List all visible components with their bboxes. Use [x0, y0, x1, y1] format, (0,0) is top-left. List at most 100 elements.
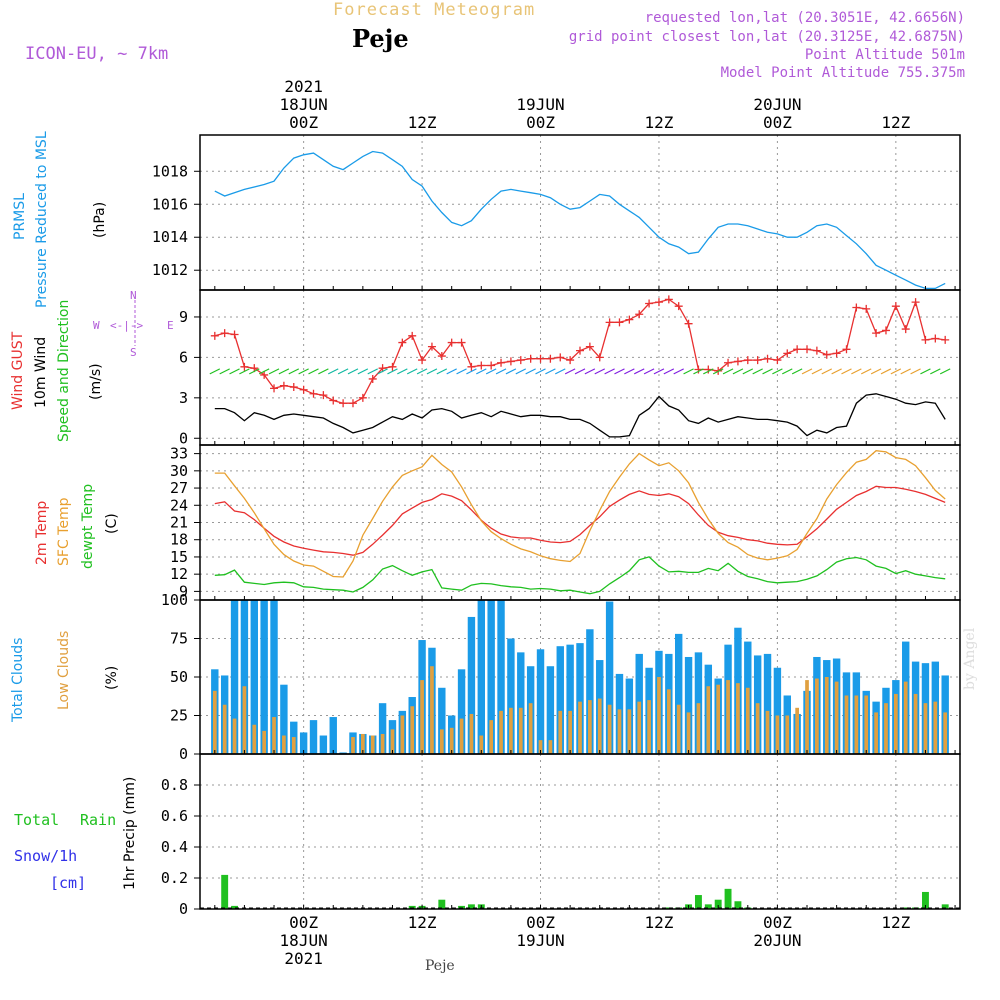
- wind-gust-marker: [803, 345, 812, 354]
- wind-direction-arrow: [229, 368, 240, 375]
- low-cloud-bar: [775, 715, 780, 754]
- precip-rain-label: Rain: [80, 811, 117, 829]
- bottom-time-label: 20JUN: [753, 931, 801, 950]
- wind-direction-arrow: [860, 368, 872, 375]
- precip-bar: [941, 904, 949, 909]
- clouds-y-tick-label: 100: [161, 591, 188, 609]
- low-cloud-bar: [726, 680, 730, 754]
- temp-y-tick-label: 12: [170, 565, 188, 583]
- low-cloud-bar: [242, 686, 247, 754]
- temp-2m-line: [214, 485, 946, 556]
- wind-gust-marker: [477, 361, 486, 370]
- clouds-y-tick-label: 25: [170, 707, 188, 725]
- total-cloud-bar: [556, 646, 564, 754]
- top-time-label: 20JUN: [753, 95, 801, 114]
- precip-bar: [221, 874, 229, 909]
- total-cloud-bar: [230, 600, 239, 754]
- wind-direction-arrow: [732, 368, 744, 375]
- wind-gust-marker: [881, 326, 890, 335]
- wind-direction-arrow: [219, 368, 230, 375]
- low-cloud-bar: [815, 678, 819, 754]
- wind-direction-arrow: [624, 368, 635, 375]
- wind-gust-marker: [408, 331, 417, 340]
- wind-gust-marker: [911, 298, 920, 307]
- wind-gust-marker: [240, 362, 249, 371]
- wind-direction-arrow: [594, 368, 606, 375]
- low-cloud-bar: [805, 680, 809, 754]
- compass-e: E: [167, 319, 174, 332]
- wind-direction-arrow: [436, 368, 448, 375]
- temp-y-tick-label: 24: [170, 496, 188, 514]
- total-cloud-bar: [487, 600, 495, 754]
- low-cloud-bar: [943, 712, 948, 754]
- wind-gust-marker: [763, 354, 772, 363]
- wind-y-tick-label: 6: [179, 348, 188, 366]
- low-cloud-bar: [499, 710, 503, 754]
- top-time-label: 00Z: [289, 113, 318, 132]
- bottom-time-label: 12Z: [881, 913, 910, 932]
- wind-gust-marker: [743, 356, 752, 365]
- low-cloud-bar: [893, 693, 898, 754]
- wind-gust-marker: [418, 356, 427, 365]
- wind-direction-arrow: [278, 368, 290, 375]
- wind-direction-arrow: [742, 368, 754, 375]
- wind-direction-arrow: [406, 368, 418, 375]
- wind-gust-marker: [467, 362, 476, 371]
- wind-gust-marker: [862, 304, 871, 313]
- low-cloud-bar: [834, 681, 839, 754]
- total-cloud-bar: [586, 629, 594, 754]
- low-cloud-bar: [716, 684, 721, 754]
- wind-gust-marker: [339, 399, 348, 408]
- total-cloud-bar: [773, 667, 782, 754]
- total-cloud-bar: [576, 643, 584, 754]
- wind-gust-marker: [605, 318, 614, 327]
- wind-direction-arrow: [239, 368, 250, 375]
- temp-y-tick-label: 21: [170, 514, 188, 532]
- wind-direction-arrow: [308, 368, 319, 375]
- low-cloud-bar: [884, 703, 888, 754]
- compass-s: S: [130, 346, 137, 359]
- wind-direction-arrow: [367, 368, 378, 375]
- wind-panel-frame: [199, 289, 961, 446]
- wind-direction-arrow: [584, 368, 596, 375]
- wind-gust-marker: [753, 356, 762, 365]
- pressure-panel-frame: [199, 134, 961, 291]
- wind-gust-marker: [931, 334, 940, 343]
- wind-gust-marker: [437, 352, 446, 361]
- footer-station-label: Peje: [425, 958, 455, 974]
- total-cloud-bar: [517, 652, 525, 754]
- wind-gust-marker: [309, 389, 318, 398]
- wind-direction-arrow: [880, 368, 892, 375]
- wind-direction-arrow: [939, 368, 951, 375]
- wind-direction-arrow: [564, 368, 576, 375]
- low-cloud-bar: [706, 686, 711, 754]
- wind-gust-marker: [279, 381, 288, 390]
- low-cloud-bar: [430, 666, 434, 754]
- wind-direction-arrow: [831, 368, 842, 375]
- wind-gust-marker: [358, 393, 367, 402]
- total-cloud-bar: [675, 633, 683, 754]
- top-time-label: 12Z: [881, 113, 910, 132]
- temp-y-tick-label: 15: [170, 548, 188, 566]
- top-time-label: 12Z: [408, 113, 437, 132]
- low-cloud-bar: [686, 712, 691, 754]
- total-cloud-bar: [477, 600, 485, 754]
- wind-direction-arrow: [466, 368, 477, 375]
- wind-gust-marker: [635, 310, 644, 319]
- wind-direction-arrow: [703, 368, 714, 375]
- low-cloud-bar: [479, 735, 484, 754]
- wind-direction-arrow: [525, 368, 536, 375]
- low-cloud-bar: [588, 700, 592, 754]
- wind-gust-marker: [299, 385, 308, 394]
- bottom-time-label: 18JUN: [280, 931, 328, 950]
- temp-y-tick-label: 9: [179, 582, 188, 600]
- clouds-y-tick-label: 50: [170, 668, 188, 686]
- total-cloud-bar: [566, 644, 574, 754]
- wind-gust-marker: [497, 358, 506, 367]
- wind-direction-arrow: [772, 368, 783, 375]
- requested-location: requested lon,lat (20.3051E, 42.6656N): [644, 10, 965, 26]
- low-cloud-bar: [252, 724, 257, 754]
- wind-direction-arrow: [515, 368, 527, 375]
- wind-direction-arrow: [920, 368, 931, 375]
- wind-gust-marker: [546, 354, 555, 363]
